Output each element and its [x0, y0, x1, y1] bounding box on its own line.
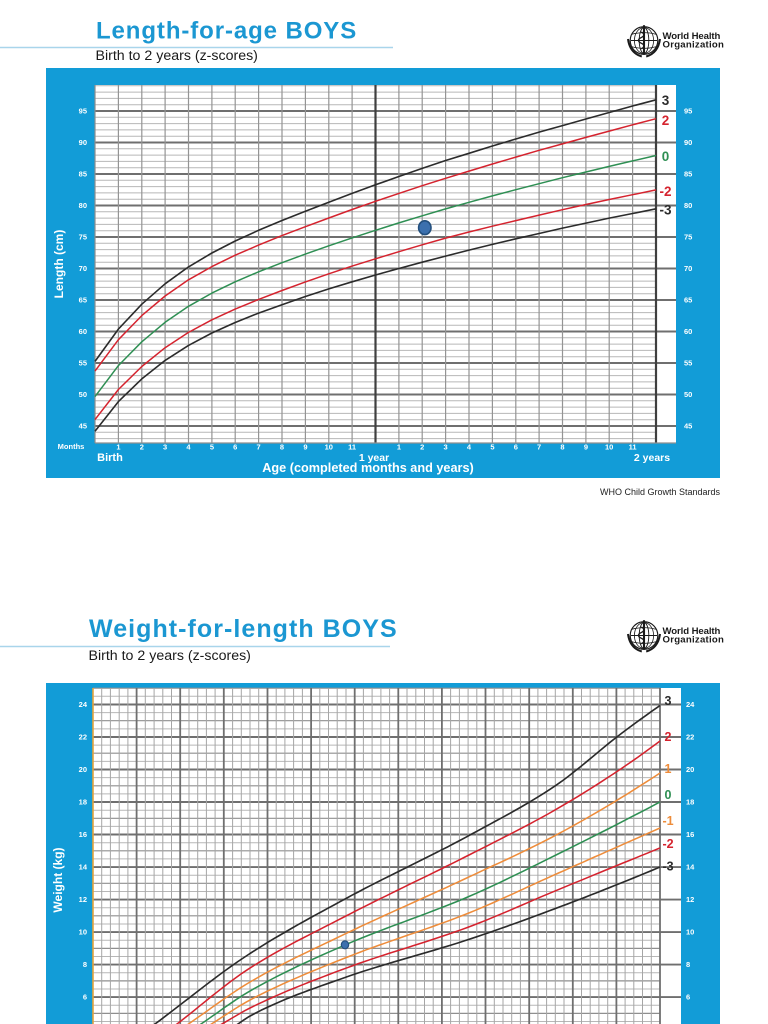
- svg-text:90: 90: [684, 138, 692, 147]
- svg-text:0: 0: [665, 788, 672, 802]
- svg-text:95: 95: [79, 107, 87, 116]
- svg-text:11: 11: [629, 443, 637, 452]
- svg-text:2: 2: [665, 730, 672, 744]
- svg-text:18: 18: [686, 798, 694, 807]
- svg-text:12: 12: [79, 895, 87, 904]
- svg-text:Birth to 2 years (z-scores): Birth to 2 years (z-scores): [96, 48, 258, 64]
- svg-text:Length-for-age BOYS: Length-for-age BOYS: [96, 17, 357, 44]
- svg-text:-3: -3: [662, 860, 673, 874]
- svg-text:80: 80: [79, 201, 87, 210]
- svg-text:Length (cm): Length (cm): [52, 230, 66, 299]
- svg-text:10: 10: [686, 928, 694, 937]
- svg-text:1: 1: [665, 762, 672, 776]
- svg-text:45: 45: [684, 422, 692, 431]
- svg-text:3: 3: [662, 93, 670, 108]
- svg-text:60: 60: [684, 327, 692, 336]
- svg-text:4: 4: [186, 443, 191, 452]
- svg-text:90: 90: [79, 138, 87, 147]
- svg-text:2: 2: [662, 113, 670, 128]
- svg-text:4: 4: [467, 443, 472, 452]
- svg-text:20: 20: [79, 765, 87, 774]
- svg-text:95: 95: [684, 107, 692, 116]
- svg-text:80: 80: [684, 201, 692, 210]
- svg-text:85: 85: [79, 170, 87, 179]
- svg-text:50: 50: [79, 390, 87, 399]
- svg-text:Weight (kg): Weight (kg): [51, 847, 65, 912]
- svg-text:50: 50: [684, 390, 692, 399]
- svg-text:Months: Months: [58, 442, 85, 451]
- svg-text:65: 65: [79, 296, 87, 305]
- svg-text:World Health: World Health: [663, 626, 721, 637]
- svg-text:3: 3: [444, 443, 448, 452]
- svg-text:20: 20: [686, 765, 694, 774]
- svg-text:8: 8: [280, 443, 284, 452]
- svg-text:18: 18: [79, 798, 87, 807]
- svg-text:10: 10: [605, 443, 613, 452]
- svg-text:Organization: Organization: [663, 40, 725, 51]
- svg-text:11: 11: [348, 443, 356, 452]
- svg-text:55: 55: [79, 359, 87, 368]
- svg-text:9: 9: [584, 443, 588, 452]
- svg-text:7: 7: [537, 443, 541, 452]
- svg-text:-2: -2: [659, 184, 671, 199]
- svg-text:-3: -3: [659, 203, 671, 218]
- svg-text:10: 10: [325, 443, 333, 452]
- svg-text:Weight-for-length BOYS: Weight-for-length BOYS: [89, 615, 398, 643]
- svg-text:Age (completed months and year: Age (completed months and years): [262, 461, 474, 475]
- svg-text:3: 3: [163, 443, 167, 452]
- svg-text:1: 1: [397, 443, 401, 452]
- svg-text:-1: -1: [662, 814, 673, 828]
- svg-text:2 years: 2 years: [634, 452, 670, 464]
- svg-text:10: 10: [79, 928, 87, 937]
- svg-text:6: 6: [686, 993, 690, 1002]
- svg-text:-2: -2: [662, 837, 673, 851]
- svg-text:22: 22: [79, 733, 87, 742]
- svg-text:70: 70: [684, 264, 692, 273]
- svg-text:5: 5: [490, 443, 494, 452]
- svg-text:55: 55: [684, 359, 692, 368]
- svg-text:85: 85: [684, 170, 692, 179]
- svg-text:75: 75: [79, 233, 87, 242]
- svg-text:1: 1: [116, 443, 120, 452]
- svg-text:Organization: Organization: [663, 635, 725, 646]
- svg-text:1 year: 1 year: [359, 452, 389, 464]
- svg-text:5: 5: [210, 443, 214, 452]
- svg-text:24: 24: [79, 700, 88, 709]
- svg-text:14: 14: [686, 863, 695, 872]
- svg-text:75: 75: [684, 233, 692, 242]
- svg-text:60: 60: [79, 327, 87, 336]
- svg-text:14: 14: [79, 863, 88, 872]
- svg-text:3: 3: [665, 694, 672, 708]
- svg-text:8: 8: [83, 960, 87, 969]
- svg-text:9: 9: [303, 443, 307, 452]
- svg-text:7: 7: [257, 443, 261, 452]
- svg-text:6: 6: [514, 443, 518, 452]
- svg-text:6: 6: [83, 993, 87, 1002]
- svg-text:24: 24: [686, 700, 695, 709]
- svg-text:2: 2: [420, 443, 424, 452]
- svg-text:65: 65: [684, 296, 692, 305]
- svg-text:70: 70: [79, 264, 87, 273]
- svg-text:45: 45: [79, 422, 87, 431]
- svg-text:6: 6: [233, 443, 237, 452]
- svg-text:2: 2: [140, 443, 144, 452]
- svg-text:16: 16: [79, 830, 87, 839]
- svg-text:8: 8: [686, 960, 690, 969]
- svg-text:12: 12: [686, 895, 694, 904]
- svg-text:16: 16: [686, 830, 694, 839]
- svg-text:Birth: Birth: [97, 452, 123, 464]
- svg-text:22: 22: [686, 733, 694, 742]
- svg-text:World Health: World Health: [663, 31, 721, 42]
- svg-text:Birth to 2 years (z-scores): Birth to 2 years (z-scores): [89, 648, 251, 664]
- svg-text:8: 8: [560, 443, 564, 452]
- svg-text:WHO Child Growth Standards: WHO Child Growth Standards: [600, 487, 721, 497]
- svg-text:0: 0: [662, 149, 670, 164]
